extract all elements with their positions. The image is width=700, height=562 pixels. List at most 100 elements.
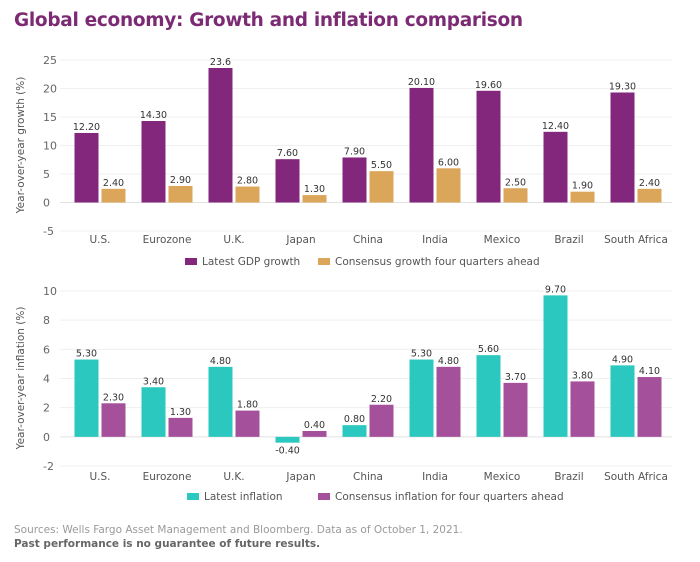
data-label: 2.50 xyxy=(505,177,526,188)
y-tick-label: 20 xyxy=(43,83,57,96)
bar xyxy=(369,404,394,437)
bar xyxy=(74,359,99,437)
bar xyxy=(302,431,327,437)
bar xyxy=(543,131,568,203)
y-tick-label: 10 xyxy=(43,140,57,153)
legend-label: Latest inflation xyxy=(204,491,283,503)
x-tick-label: India xyxy=(422,234,448,246)
x-tick-label: China xyxy=(353,234,383,246)
data-label: 12.40 xyxy=(542,121,569,132)
data-label: -0.40 xyxy=(275,446,300,457)
y-tick-label: 4 xyxy=(43,373,50,386)
data-label: 14.30 xyxy=(140,110,167,121)
x-tick-label: South Africa xyxy=(604,234,668,246)
data-label: 1.30 xyxy=(170,407,191,418)
bar xyxy=(570,191,595,203)
data-label: 5.50 xyxy=(371,160,392,171)
data-label: 19.60 xyxy=(475,80,502,91)
y-tick-label: -2 xyxy=(43,460,54,473)
bar xyxy=(275,436,300,443)
data-label: 7.90 xyxy=(344,146,365,157)
data-label: 2.40 xyxy=(639,178,660,189)
legend-label: Consensus inflation for four quarters ah… xyxy=(335,491,564,503)
bar xyxy=(101,403,126,437)
bar xyxy=(637,377,662,437)
bar xyxy=(141,387,166,437)
y-tick-label: 0 xyxy=(43,431,50,444)
y-tick-label: -5 xyxy=(43,225,54,238)
bar xyxy=(74,132,99,203)
data-label: 1.90 xyxy=(572,181,593,192)
data-label: 3.70 xyxy=(505,372,526,383)
y-tick-label: 10 xyxy=(43,285,57,298)
x-tick-label: Mexico xyxy=(484,234,521,246)
disclaimer: Past performance is no guarantee of futu… xyxy=(14,538,321,550)
data-label: 3.40 xyxy=(143,376,164,387)
data-label: 7.60 xyxy=(277,148,298,159)
data-label: 4.10 xyxy=(639,366,660,377)
data-label: 2.90 xyxy=(170,175,191,186)
bar xyxy=(168,417,193,437)
data-label: 4.80 xyxy=(438,356,459,367)
data-label: 5.60 xyxy=(478,344,499,355)
x-tick-label: Eurozone xyxy=(143,234,192,246)
bar xyxy=(141,120,166,203)
data-label: 0.80 xyxy=(344,414,365,425)
data-label: 4.80 xyxy=(210,356,231,367)
x-tick-label: Eurozone xyxy=(143,471,192,483)
data-label: 9.70 xyxy=(545,284,566,295)
sources-note: Sources: Wells Fargo Asset Management an… xyxy=(14,524,463,536)
bar xyxy=(637,188,662,203)
legend-label: Latest GDP growth xyxy=(202,256,300,268)
bar xyxy=(436,366,461,437)
bar xyxy=(208,366,233,437)
legend-swatch xyxy=(318,493,330,500)
data-label: 4.90 xyxy=(612,354,633,365)
legend-swatch xyxy=(187,493,199,500)
bar xyxy=(436,168,461,203)
x-tick-label: U.S. xyxy=(89,234,110,246)
x-tick-label: U.S. xyxy=(89,471,110,483)
data-label: 1.30 xyxy=(304,184,325,195)
bar xyxy=(101,188,126,203)
bar xyxy=(610,365,635,437)
y-tick-label: 25 xyxy=(43,54,57,67)
bar xyxy=(476,90,501,203)
y-tick-label: 8 xyxy=(43,314,50,327)
x-tick-label: Japan xyxy=(285,471,315,483)
data-label: 1.80 xyxy=(237,400,258,411)
bar xyxy=(342,157,367,203)
bar xyxy=(476,355,501,437)
data-label: 2.80 xyxy=(237,176,258,187)
data-label: 19.30 xyxy=(609,81,636,92)
y-tick-label: 2 xyxy=(43,402,50,415)
bar xyxy=(235,410,260,437)
data-label: 2.30 xyxy=(103,392,124,403)
bar xyxy=(168,185,193,203)
bar xyxy=(369,171,394,203)
x-tick-label: Brazil xyxy=(554,471,583,483)
x-tick-label: Brazil xyxy=(554,234,583,246)
bar xyxy=(302,195,327,203)
x-tick-label: China xyxy=(353,471,383,483)
y-axis-label: Year-over-year inflation (%) xyxy=(15,307,27,451)
bar xyxy=(409,87,434,203)
bar xyxy=(342,425,367,437)
y-tick-label: 15 xyxy=(43,111,57,124)
bar xyxy=(235,186,260,203)
y-tick-label: 5 xyxy=(43,168,50,181)
bar xyxy=(610,92,635,203)
legend-label: Consensus growth four quarters ahead xyxy=(335,256,540,268)
data-label: 3.80 xyxy=(572,370,593,381)
data-label: 0.40 xyxy=(304,420,325,431)
bar xyxy=(409,359,434,437)
y-tick-label: 6 xyxy=(43,343,50,356)
bar xyxy=(208,67,233,203)
y-tick-label: 0 xyxy=(43,197,50,210)
data-label: 6.00 xyxy=(438,157,459,168)
data-label: 20.10 xyxy=(408,77,435,88)
data-label: 2.40 xyxy=(103,178,124,189)
x-tick-label: South Africa xyxy=(604,471,668,483)
page-title: Global economy: Growth and inflation com… xyxy=(14,10,523,31)
